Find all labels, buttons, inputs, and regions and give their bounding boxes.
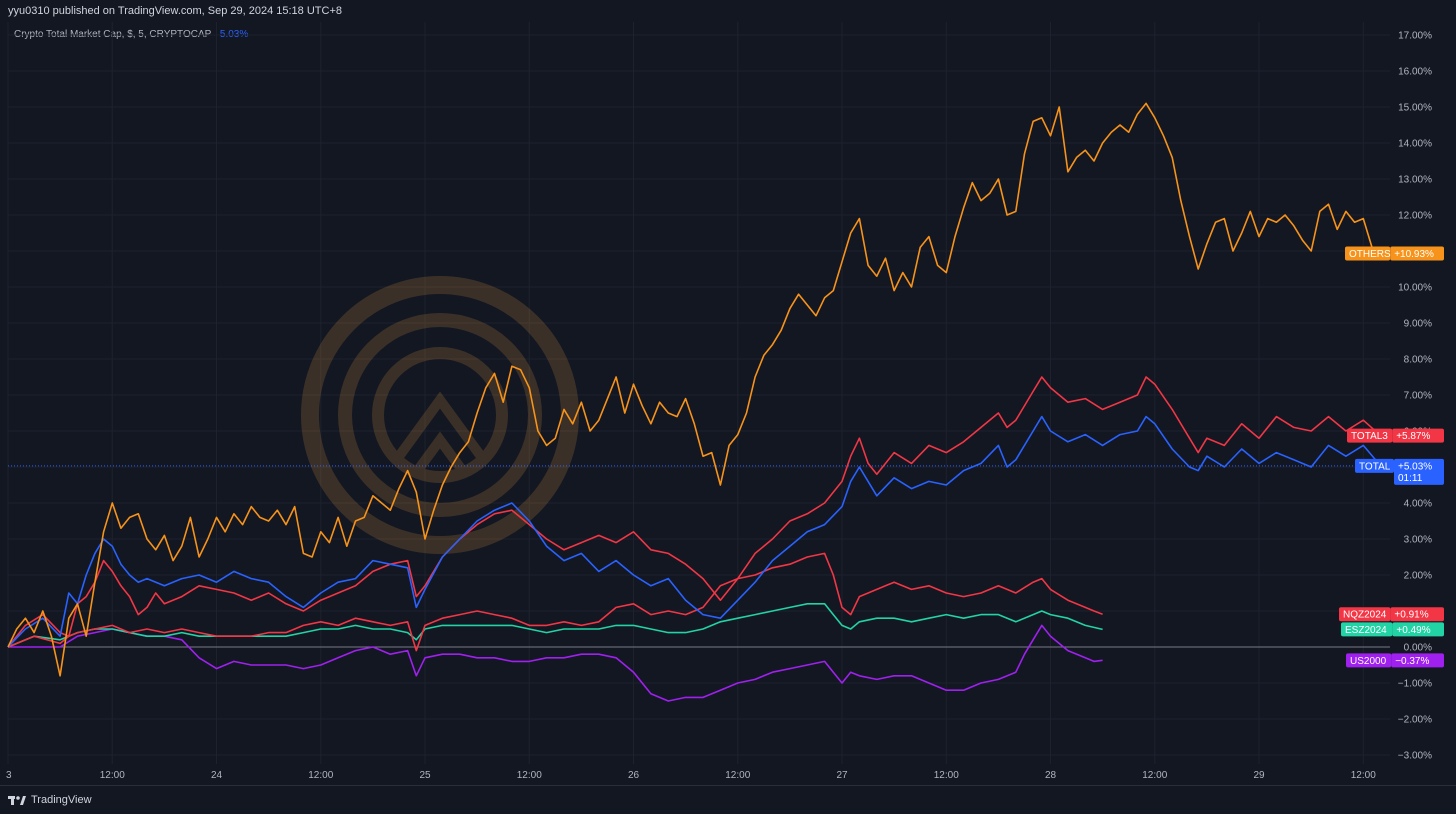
- grid-lines: [7, 22, 1390, 764]
- last-label-total: TOTAL +5.03%01:11: [1355, 458, 1444, 485]
- x-tick-label: 12:00: [934, 770, 959, 781]
- x-tick-label: 12:00: [308, 770, 333, 781]
- watermark-logo: [301, 276, 579, 554]
- last-label-name: OTHERS: [1349, 249, 1391, 260]
- last-label-value: +0.91%: [1394, 610, 1428, 621]
- last-label-esz2024: ESZ2024 +0.49%: [1341, 622, 1444, 637]
- y-tick-label: 7.00%: [1404, 391, 1432, 402]
- x-tick-label: 12:00: [1142, 770, 1167, 781]
- y-tick-label: 10.00%: [1398, 283, 1432, 294]
- y-tick-label: 2.00%: [1404, 571, 1432, 582]
- last-label-name: ESZ2024: [1345, 625, 1387, 636]
- last-label-us2000: US2000 −0.37%: [1346, 653, 1444, 668]
- last-label-value: +5.03%: [1398, 461, 1432, 472]
- x-tick-label: 28: [1045, 770, 1057, 781]
- y-tick-label: 15.00%: [1398, 103, 1432, 114]
- x-tick-label: 27: [836, 770, 848, 781]
- y-tick-label: 9.00%: [1404, 319, 1432, 330]
- last-label-value: +10.93%: [1394, 249, 1434, 260]
- last-label-name: TOTAL3: [1351, 431, 1388, 442]
- y-tick-label: 13.00%: [1398, 175, 1432, 186]
- last-label-others: OTHERS +10.93%: [1345, 246, 1444, 261]
- last-label-value: +0.49%: [1396, 625, 1430, 636]
- published-note: yyu0310 published on TradingView.com, Se…: [8, 5, 342, 17]
- y-tick-label: −3.00%: [1398, 751, 1432, 762]
- last-label-name: TOTAL: [1359, 461, 1391, 472]
- y-tick-label: 12.00%: [1398, 211, 1432, 222]
- series-line-esz2024: [7, 603, 1103, 648]
- y-tick-label: 8.00%: [1404, 355, 1432, 366]
- series-line-total3: [7, 376, 1382, 648]
- series-line-others: [7, 102, 1382, 677]
- x-tick-label: 12:00: [100, 770, 125, 781]
- chart-area[interactable]: 17.00%16.00%15.00%14.00%13.00%12.00%11.0…: [0, 22, 1456, 785]
- y-tick-label: 17.00%: [1398, 31, 1432, 42]
- series-line-total: [7, 415, 1382, 648]
- y-tick-label: 3.00%: [1404, 535, 1432, 546]
- series-last-labels: OTHERS +10.93% TOTAL3 +5.87% TOTAL +5.03%01:1…: [1339, 246, 1444, 668]
- brand-label: TradingView: [31, 794, 92, 806]
- bar-countdown: 01:11: [1398, 473, 1423, 484]
- last-label-nqz2024: NQZ2024 +0.91%: [1339, 607, 1444, 622]
- x-tick-label: 12:00: [1351, 770, 1376, 781]
- series-lines: [7, 102, 1382, 702]
- series-line-nqz2024: [7, 552, 1103, 652]
- x-tick-label: 24: [211, 770, 223, 781]
- x-tick-label: 29: [1253, 770, 1265, 781]
- tradingview-logo-icon: [8, 796, 26, 805]
- y-tick-label: 16.00%: [1398, 67, 1432, 78]
- tradingview-brand[interactable]: TradingView: [8, 794, 92, 806]
- y-tick-label: 14.00%: [1398, 139, 1432, 150]
- last-label-name: NQZ2024: [1343, 610, 1387, 621]
- last-label-total3: TOTAL3 +5.87%: [1347, 428, 1444, 443]
- last-label-value: +5.87%: [1396, 431, 1430, 442]
- last-label-name: US2000: [1350, 656, 1387, 667]
- price-axis: 17.00%16.00%15.00%14.00%13.00%12.00%11.0…: [1398, 31, 1432, 762]
- bottom-bar: TradingView: [0, 785, 1456, 814]
- series-line-us2000: [8, 624, 1103, 702]
- top-bar: yyu0310 published on TradingView.com, Se…: [0, 0, 1456, 22]
- x-tick-label: 12:00: [725, 770, 750, 781]
- y-tick-label: 4.00%: [1404, 499, 1432, 510]
- x-tick-label: 25: [419, 770, 431, 781]
- x-tick-label: 3: [6, 770, 12, 781]
- x-tick-label: 12:00: [517, 770, 542, 781]
- time-axis: 3 12:00 24 12:00 25 12:00 26 12:00 27 12:00 28 12:0…: [6, 770, 1376, 781]
- x-tick-label: 26: [628, 770, 640, 781]
- y-tick-label: 0.00%: [1404, 643, 1432, 654]
- last-label-value: −0.37%: [1395, 656, 1429, 667]
- y-tick-label: −2.00%: [1398, 715, 1432, 726]
- y-tick-label: −1.00%: [1398, 679, 1432, 690]
